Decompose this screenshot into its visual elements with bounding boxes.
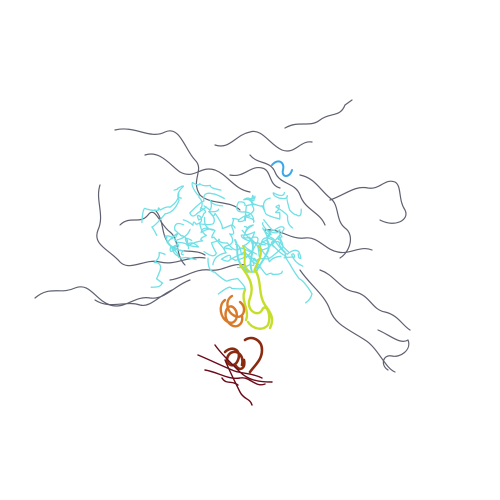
coil-strand: [197, 354, 263, 379]
coil-strand: [224, 359, 253, 406]
brown-terminal-region: [223, 336, 264, 374]
coil-strand: [191, 181, 222, 211]
coil-strand: [253, 268, 274, 330]
coil-strand: [220, 243, 246, 262]
coil-strand: [299, 174, 352, 259]
coil-strand: [208, 199, 236, 230]
coil-strand: [212, 217, 240, 266]
coil-strand: [141, 191, 182, 224]
yellow-green-segment: [238, 263, 274, 330]
coil-strand: [219, 298, 244, 328]
coil-strand: [261, 219, 285, 248]
light-blue-helix-fragment: [271, 160, 293, 177]
coil-strand: [264, 229, 373, 254]
coil-strand: [144, 153, 251, 193]
coil-strand: [241, 229, 282, 263]
disordered-coil-strands: [34, 99, 411, 373]
coil-strand: [329, 180, 407, 224]
coil-strand: [174, 222, 200, 248]
coil-strand: [189, 192, 225, 217]
coil-strand: [271, 160, 293, 177]
coil-strand: [94, 289, 173, 307]
coil-strand: [187, 208, 220, 247]
coil-strand: [255, 239, 270, 273]
coil-strand: [234, 239, 249, 273]
coil-strand: [279, 245, 313, 304]
orange-helix-loops: [219, 294, 246, 328]
coil-strand: [234, 358, 246, 371]
coil-strand: [182, 207, 207, 226]
coil-strand: [249, 239, 254, 273]
coil-strand: [284, 99, 353, 129]
coil-strand: [169, 263, 246, 281]
coil-strand: [236, 201, 255, 223]
coil-strand: [214, 130, 313, 152]
coil-strand: [242, 245, 251, 273]
coil-strand: [204, 369, 266, 386]
coil-strand: [166, 228, 197, 261]
coil-strand: [243, 336, 264, 374]
coil-strand: [151, 185, 184, 236]
dark-red-tail-strands: [197, 344, 273, 406]
coil-strand: [223, 347, 244, 367]
coil-strand: [229, 166, 281, 189]
coil-strand: [319, 269, 411, 331]
cyan-coil-cluster: [141, 181, 313, 304]
coil-strand: [240, 231, 259, 255]
coil-strand: [214, 344, 273, 383]
coil-strand: [207, 257, 246, 295]
coil-strand: [164, 233, 190, 250]
coil-strand: [244, 194, 257, 222]
coil-strand: [377, 329, 410, 371]
coil-strand: [265, 229, 290, 253]
coil-strand: [221, 377, 239, 386]
coil-strand: [238, 263, 271, 330]
coil-strand: [226, 294, 246, 318]
coil-strand: [96, 184, 206, 267]
coil-strand: [264, 204, 294, 229]
coil-strand: [242, 288, 249, 322]
coil-strand: [150, 251, 166, 288]
coil-strand: [203, 238, 253, 257]
coil-strand: [299, 269, 396, 373]
coil-strand: [249, 154, 326, 226]
coil-strand: [272, 191, 302, 217]
